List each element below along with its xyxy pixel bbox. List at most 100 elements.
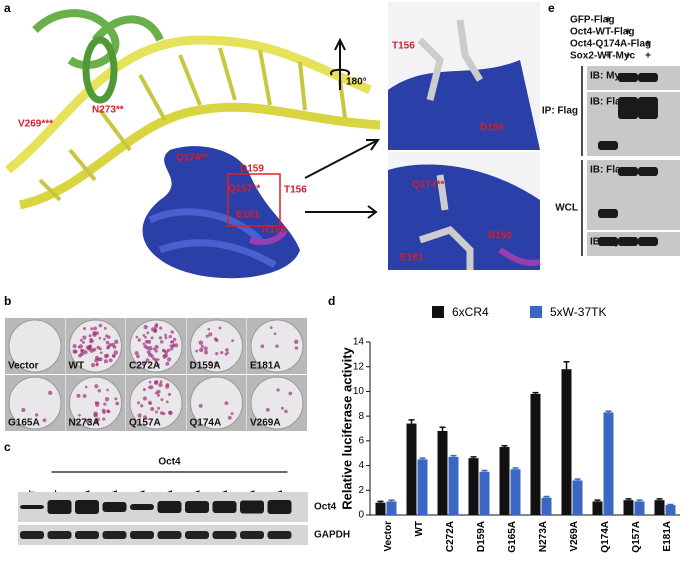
error-bar xyxy=(574,478,581,481)
colony xyxy=(99,347,102,351)
band-label: Oct4 xyxy=(314,502,337,513)
colony xyxy=(157,393,160,397)
colony xyxy=(76,393,81,398)
band xyxy=(638,97,658,119)
x-tick-label: C272A xyxy=(445,521,456,552)
colony xyxy=(92,331,97,336)
error-bar xyxy=(388,499,395,502)
colony xyxy=(78,344,84,349)
colony xyxy=(102,410,106,414)
colony xyxy=(83,327,87,331)
error-bar xyxy=(501,445,508,448)
arrow xyxy=(305,205,378,219)
colony xyxy=(100,351,103,355)
colony xyxy=(143,324,148,330)
rotation-arrow xyxy=(334,37,346,90)
x-tick-label: E181A xyxy=(662,521,673,552)
error-bar xyxy=(543,495,550,498)
error-bar xyxy=(605,410,612,413)
colony xyxy=(105,340,110,345)
residue-label: R150 xyxy=(262,225,286,236)
band xyxy=(20,505,44,509)
colony xyxy=(153,328,158,332)
bar xyxy=(417,459,428,515)
colony xyxy=(142,342,146,346)
colony xyxy=(136,354,140,359)
error-bar xyxy=(636,499,643,502)
plate-label: WT xyxy=(69,361,85,372)
band xyxy=(638,73,658,82)
colony xyxy=(141,361,146,366)
colony xyxy=(220,351,224,355)
protein-helix xyxy=(148,208,277,269)
error-bar xyxy=(450,454,457,457)
colony xyxy=(158,382,163,388)
treatment-label: GFP-Flag xyxy=(570,15,614,26)
colony xyxy=(112,354,116,358)
error-bar xyxy=(656,498,663,501)
colony xyxy=(94,384,99,389)
bar xyxy=(437,430,448,515)
error-bar xyxy=(408,419,415,424)
colony xyxy=(170,330,174,334)
error-bar xyxy=(594,499,601,502)
colony xyxy=(164,333,167,337)
colony xyxy=(137,338,141,342)
colony xyxy=(269,326,273,330)
x-tick-label: G165A xyxy=(507,521,518,553)
colony xyxy=(214,361,218,365)
colony xyxy=(152,347,156,351)
blot-label: IB: Myc xyxy=(590,71,626,82)
colony xyxy=(92,347,97,352)
plate-label: G165A xyxy=(8,418,40,429)
colony xyxy=(148,345,153,351)
bar xyxy=(665,505,676,515)
y-axis-label: Relative luciferase activity xyxy=(339,346,354,509)
residue-label: T156 xyxy=(284,185,307,196)
error-bar xyxy=(470,456,477,459)
colony xyxy=(168,410,173,416)
colony xyxy=(148,380,152,384)
bar xyxy=(386,501,397,515)
bar xyxy=(530,393,541,515)
band xyxy=(618,167,638,176)
colony xyxy=(110,342,116,348)
colony xyxy=(288,391,293,396)
colony xyxy=(227,415,232,420)
colony xyxy=(203,346,208,351)
colony xyxy=(170,347,174,351)
band xyxy=(47,531,72,539)
colony xyxy=(81,340,85,344)
y-tick-label: 2 xyxy=(358,485,364,496)
colony xyxy=(208,360,212,364)
plate xyxy=(8,319,62,373)
treatment-label: Sox2-WT-Myc xyxy=(570,51,635,62)
colony xyxy=(171,340,175,344)
bar xyxy=(561,369,572,515)
y-tick-label: 8 xyxy=(358,411,364,422)
residue-label: Q174** xyxy=(176,153,208,164)
colony xyxy=(103,326,107,330)
colony xyxy=(106,388,109,392)
colony xyxy=(106,344,111,349)
error-bar xyxy=(625,498,632,501)
dna-strand xyxy=(5,35,372,174)
colony xyxy=(146,331,150,335)
colony xyxy=(114,397,118,401)
band xyxy=(618,73,638,82)
colony xyxy=(225,348,229,352)
bar xyxy=(603,412,614,515)
colony xyxy=(134,351,139,356)
error-bar xyxy=(481,469,488,472)
colony xyxy=(154,349,158,353)
band xyxy=(240,500,264,514)
colony xyxy=(144,339,149,344)
colony xyxy=(88,334,92,338)
error-bar xyxy=(512,467,519,470)
band xyxy=(130,531,154,539)
band xyxy=(130,504,154,510)
residue-label: D159 xyxy=(480,123,504,134)
inset-protein xyxy=(388,164,540,270)
colony xyxy=(166,348,171,353)
band xyxy=(102,502,127,512)
